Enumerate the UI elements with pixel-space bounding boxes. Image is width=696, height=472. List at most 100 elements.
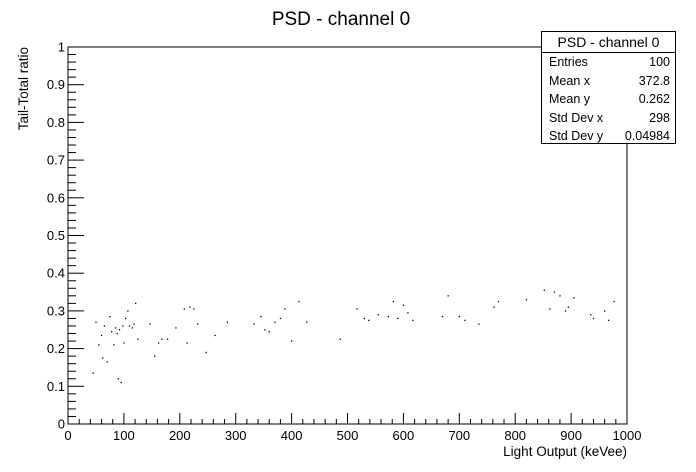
data-point [117,378,120,380]
data-point [109,315,111,318]
x-tick-label: 1000 [613,428,642,443]
data-point [543,289,545,291]
data-point [124,317,127,320]
data-point [95,321,97,323]
data-point [131,327,133,329]
data-point [368,319,370,322]
data-point [264,329,266,331]
data-point [497,300,500,303]
data-point [464,319,466,322]
x-tick-label: 300 [225,428,247,443]
data-point [284,308,286,310]
stats-value: 372.8 [638,73,670,88]
stats-value: 298 [649,110,670,125]
data-point [567,306,570,308]
data-point [279,317,282,320]
data-point [592,317,595,320]
data-point [478,323,480,325]
stats-row-mean-y: Mean y 0.262 [542,90,675,109]
x-tick-label: 100 [113,428,135,443]
y-tick-label: 0 [58,417,65,432]
data-point [274,321,276,323]
stats-value: 100 [649,55,670,69]
data-point [573,297,575,299]
data-point [183,308,185,310]
data-point [268,331,270,333]
data-point [133,323,135,325]
data-point [553,291,556,293]
y-axis-label: Tail-Total ratio [16,47,31,130]
data-point [175,327,177,329]
x-tick-label: 800 [504,428,526,443]
x-axis-label: Light Output (keVee) [503,444,627,459]
data-point [226,321,229,323]
data-point [407,312,409,314]
chart-title: PSD - channel 0 [272,9,410,30]
data-point [392,300,395,303]
data-point [98,344,100,346]
data-point [412,319,414,322]
data-point [118,329,121,331]
data-point [106,361,108,363]
y-tick-label: 0.9 [47,77,65,92]
data-point [607,319,610,322]
data-point [197,323,199,325]
stats-label: Mean y [549,92,590,106]
data-point [128,325,131,327]
stats-title: PSD - channel 0 [542,32,675,53]
data-point [135,302,137,305]
data-point [356,308,358,310]
data-point [137,338,139,340]
data-point [154,355,156,357]
data-point [111,331,113,333]
data-points [92,289,615,384]
data-point [103,325,106,327]
data-point [157,342,160,344]
y-tick-label: 0.4 [47,266,65,281]
data-point [339,338,341,340]
data-point [193,308,195,310]
data-point [113,344,115,346]
data-point [166,338,169,340]
stats-label: Std Dev x [549,110,604,125]
stats-label: Entries [549,55,588,69]
y-tick-label: 0.7 [47,153,65,168]
data-point [120,381,122,384]
data-point [205,351,207,354]
data-point [127,310,129,312]
stats-row-std-dev-x: Std Dev x 298 [542,109,675,128]
y-tick-label: 0.2 [47,341,65,356]
data-point [458,315,460,318]
stats-value: 0.262 [638,92,670,106]
y-axis: 0 0.1 0.2 0.3 0.4 0.5 0.6 0.7 0.8 0.9 1 [47,40,84,432]
y-tick-label: 0.5 [47,228,65,243]
data-point [493,306,495,308]
y-tick-label: 0.1 [47,379,65,394]
stats-value: 0.04984 [624,129,670,143]
x-tick-label: 400 [281,428,303,443]
data-point [253,323,255,325]
data-point [260,315,262,318]
data-point [149,323,151,325]
data-point [122,325,124,327]
y-tick-label: 0.8 [47,115,65,130]
stats-label: Mean x [549,73,590,88]
x-tick-label: 700 [448,428,470,443]
x-tick-label: 200 [169,428,191,443]
y-tick-label: 0.3 [47,303,65,318]
data-point [387,315,390,318]
x-axis: 0 100 200 300 400 500 600 700 800 900 1000 [64,413,641,443]
data-point [291,340,293,342]
x-tick-label: 600 [393,428,415,443]
data-point [123,342,125,344]
data-point [447,295,449,297]
data-point [559,295,561,297]
stats-label: Std Dev y [549,129,604,143]
data-point [116,332,118,335]
stats-row-entries: Entries 100 [542,53,675,72]
data-point [402,304,405,306]
data-point [613,300,615,303]
data-point [298,300,300,303]
data-point [549,308,551,310]
stats-row-mean-x: Mean x 372.8 [542,72,675,91]
